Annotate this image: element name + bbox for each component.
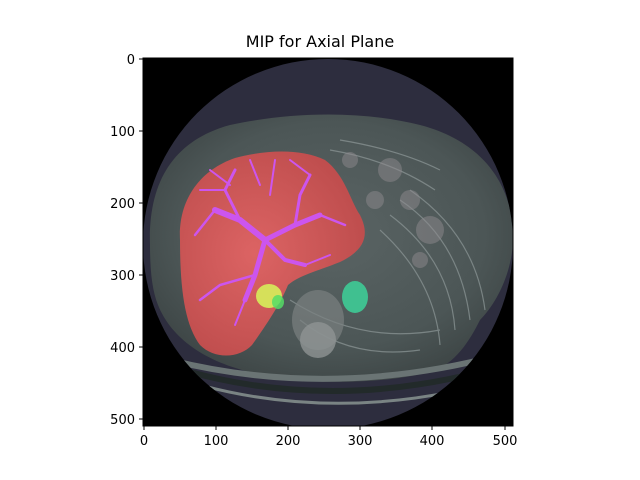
table-line-lower <box>199 383 471 405</box>
x-tick-400: 400 <box>420 434 445 449</box>
hepatic-vessels <box>193 159 347 326</box>
x-tick-0: 0 <box>140 434 148 449</box>
rib-cage <box>289 139 486 353</box>
axes-frame <box>142 57 514 427</box>
bowel-texture <box>342 152 444 268</box>
x-axis: 0 100 200 300 400 500 <box>140 426 518 449</box>
y-tick-400: 400 <box>110 341 135 356</box>
plot-title: MIP for Axial Plane <box>245 32 395 51</box>
liver-segment <box>179 151 365 356</box>
x-tick-100: 100 <box>204 434 229 449</box>
spine <box>292 290 344 358</box>
table-line <box>169 352 501 382</box>
y-tick-300: 300 <box>110 269 135 284</box>
x-tick-300: 300 <box>348 434 373 449</box>
y-tick-500: 500 <box>110 413 135 428</box>
y-tick-200: 200 <box>110 197 135 212</box>
y-tick-0: 0 <box>127 53 135 68</box>
table-shadow <box>189 369 481 394</box>
y-tick-100: 100 <box>110 125 135 140</box>
green-patch <box>272 295 284 309</box>
y-axis: 0 100 200 300 400 500 <box>110 53 143 428</box>
ct-image <box>143 58 513 426</box>
x-tick-200: 200 <box>276 434 301 449</box>
teal-structure <box>342 281 368 313</box>
x-tick-500: 500 <box>493 434 518 449</box>
